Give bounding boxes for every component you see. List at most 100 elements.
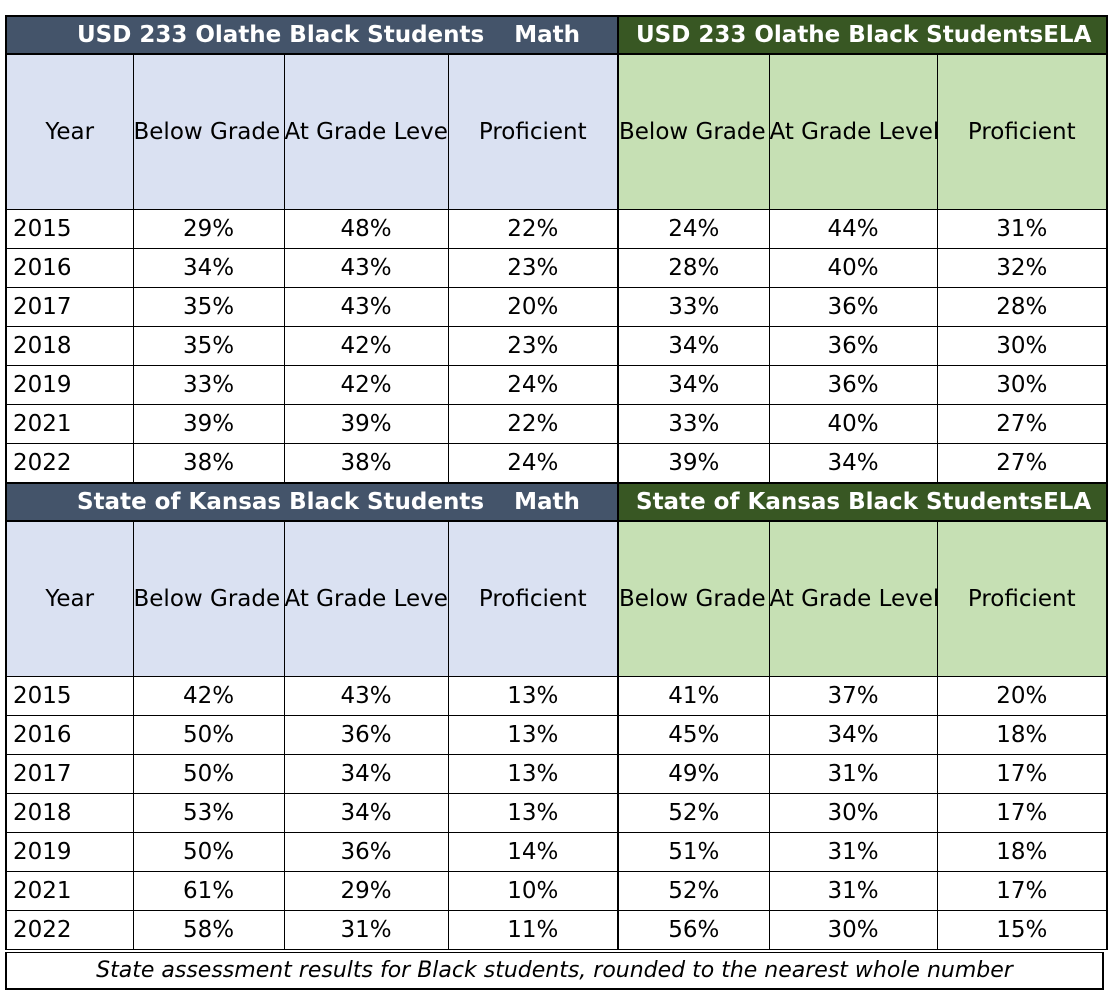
year-cell: 2021 xyxy=(5,871,134,911)
percent-cell: 22% xyxy=(447,404,619,444)
results-table: USD 233 Olathe Black Students Math USD 233… xyxy=(5,15,1109,950)
percent-cell: 23% xyxy=(447,248,619,288)
table-row: 2022 58% 31% 11% 56% 30% 15% xyxy=(5,910,1109,950)
column-header: Proficient xyxy=(936,520,1109,677)
year-cell: 2015 xyxy=(5,209,134,249)
percent-cell: 31% xyxy=(768,871,938,911)
percent-cell: 36% xyxy=(283,832,449,872)
percent-cell: 24% xyxy=(447,443,619,484)
percent-cell: 17% xyxy=(936,754,1109,794)
percent-cell: 24% xyxy=(447,365,619,405)
assessment-table: USD 233 Olathe Black Students Math USD 233… xyxy=(5,15,1109,950)
percent-cell: 24% xyxy=(617,209,770,249)
percent-cell: 27% xyxy=(936,404,1109,444)
table-row: 2015 42% 43% 13% 41% 37% 20% xyxy=(5,676,1109,716)
percent-cell: 17% xyxy=(936,793,1109,833)
percent-cell: 36% xyxy=(768,326,938,366)
percent-cell: 13% xyxy=(447,754,619,794)
percent-cell: 33% xyxy=(132,365,285,405)
percent-cell: 33% xyxy=(617,404,770,444)
table-row: 2022 38% 38% 24% 39% 34% 27% xyxy=(5,443,1109,484)
year-cell: 2018 xyxy=(5,793,134,833)
percent-cell: 34% xyxy=(617,365,770,405)
year-cell: 2022 xyxy=(5,443,134,484)
percent-cell: 32% xyxy=(936,248,1109,288)
percent-cell: 43% xyxy=(283,248,449,288)
percent-cell: 50% xyxy=(132,715,285,755)
table-row: 2021 39% 39% 22% 33% 40% 27% xyxy=(5,404,1109,444)
column-header: Year xyxy=(5,53,134,210)
column-header: At Grade Level, Needs Remedial Training xyxy=(283,520,449,677)
math-section-title: State of Kansas Black Students Math xyxy=(5,482,619,522)
percent-cell: 33% xyxy=(617,287,770,327)
ela-subject-label: ELA xyxy=(1043,22,1092,48)
column-header: At Grade Level, Needs Remedial Training xyxy=(768,520,938,677)
percent-cell: 51% xyxy=(617,832,770,872)
percent-cell: 20% xyxy=(936,676,1109,716)
percent-cell: 34% xyxy=(283,754,449,794)
percent-cell: 23% xyxy=(447,326,619,366)
table-row: 2018 35% 42% 23% 34% 36% 30% xyxy=(5,326,1109,366)
year-cell: 2019 xyxy=(5,832,134,872)
percent-cell: 34% xyxy=(617,326,770,366)
column-header: Below Grade Level xyxy=(132,520,285,677)
percent-cell: 42% xyxy=(283,326,449,366)
column-header: Proficient xyxy=(447,520,619,677)
year-cell: 2018 xyxy=(5,326,134,366)
percent-cell: 31% xyxy=(768,832,938,872)
table-row: 2016 50% 36% 13% 45% 34% 18% xyxy=(5,715,1109,755)
percent-cell: 29% xyxy=(132,209,285,249)
column-header: At Grade Level, Needs Remedial Training xyxy=(768,53,938,210)
percent-cell: 52% xyxy=(617,871,770,911)
year-cell: 2021 xyxy=(5,404,134,444)
ela-section-title: USD 233 Olathe Black Students ELA xyxy=(616,15,1109,55)
percent-cell: 38% xyxy=(132,443,285,484)
percent-cell: 53% xyxy=(132,793,285,833)
percent-cell: 35% xyxy=(132,326,285,366)
ela-title-text: State of Kansas Black Students xyxy=(636,489,1044,515)
year-cell: 2016 xyxy=(5,248,134,288)
math-subject-label: Math xyxy=(514,22,580,48)
percent-cell: 58% xyxy=(132,910,285,950)
year-cell: 2016 xyxy=(5,715,134,755)
year-cell: 2022 xyxy=(5,910,134,950)
math-title-text: State of Kansas Black Students xyxy=(77,489,485,515)
column-header: At Grade Level, Needs Remedial Training xyxy=(283,53,449,210)
percent-cell: 50% xyxy=(132,832,285,872)
percent-cell: 14% xyxy=(447,832,619,872)
percent-cell: 11% xyxy=(447,910,619,950)
percent-cell: 34% xyxy=(283,793,449,833)
table-row: 2017 50% 34% 13% 49% 31% 17% xyxy=(5,754,1109,794)
percent-cell: 56% xyxy=(617,910,770,950)
percent-cell: 36% xyxy=(768,287,938,327)
percent-cell: 15% xyxy=(936,910,1109,950)
percent-cell: 13% xyxy=(447,676,619,716)
year-cell: 2015 xyxy=(5,676,134,716)
column-header: Below Grade Level xyxy=(617,520,770,677)
percent-cell: 43% xyxy=(283,287,449,327)
percent-cell: 45% xyxy=(617,715,770,755)
percent-cell: 34% xyxy=(768,443,938,484)
math-subject-label: Math xyxy=(514,489,580,515)
percent-cell: 43% xyxy=(283,676,449,716)
percent-cell: 29% xyxy=(283,871,449,911)
percent-cell: 37% xyxy=(768,676,938,716)
percent-cell: 50% xyxy=(132,754,285,794)
column-header: Year xyxy=(5,520,134,677)
percent-cell: 22% xyxy=(447,209,619,249)
percent-cell: 44% xyxy=(768,209,938,249)
percent-cell: 30% xyxy=(768,910,938,950)
percent-cell: 27% xyxy=(936,443,1109,484)
section-title-row: USD 233 Olathe Black Students Math USD 233… xyxy=(5,15,1109,55)
percent-cell: 38% xyxy=(283,443,449,484)
ela-title-text: USD 233 Olathe Black Students xyxy=(636,22,1044,48)
percent-cell: 40% xyxy=(768,404,938,444)
math-title-text: USD 233 Olathe Black Students xyxy=(77,22,485,48)
year-cell: 2017 xyxy=(5,287,134,327)
percent-cell: 31% xyxy=(768,754,938,794)
column-header: Proficient xyxy=(936,53,1109,210)
percent-cell: 42% xyxy=(283,365,449,405)
percent-cell: 34% xyxy=(768,715,938,755)
percent-cell: 13% xyxy=(447,793,619,833)
